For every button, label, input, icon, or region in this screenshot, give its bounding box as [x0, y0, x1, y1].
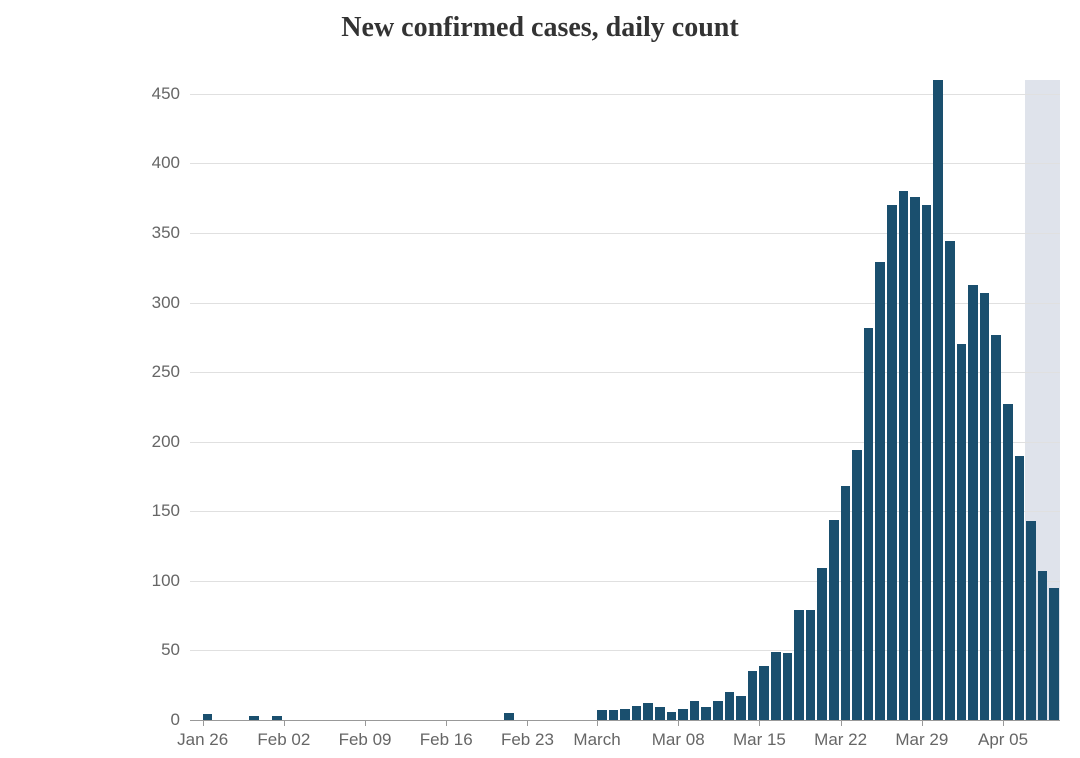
x-tick-label: Feb 09 [339, 730, 392, 750]
bar [933, 80, 943, 720]
bar [655, 707, 665, 720]
bar [632, 706, 642, 720]
bar [771, 652, 781, 720]
gridline [190, 720, 1060, 721]
x-tick-label: Mar 08 [652, 730, 705, 750]
y-tick-label: 450 [140, 84, 180, 104]
x-tick-mark [678, 720, 679, 726]
bar [1003, 404, 1013, 720]
y-tick-label: 0 [140, 710, 180, 730]
x-tick-mark [446, 720, 447, 726]
bar [609, 710, 619, 720]
x-tick-mark [841, 720, 842, 726]
bar [249, 716, 259, 720]
y-tick-label: 50 [140, 640, 180, 660]
x-tick-label: Feb 16 [420, 730, 473, 750]
bar [272, 716, 282, 720]
gridline [190, 163, 1060, 164]
x-tick-label: Mar 29 [895, 730, 948, 750]
bar [864, 328, 874, 720]
x-tick-label: Mar 22 [814, 730, 867, 750]
bar [1049, 588, 1059, 720]
bar [690, 701, 700, 720]
x-tick-label: Mar 15 [733, 730, 786, 750]
bar [899, 191, 909, 720]
bar [841, 486, 851, 720]
x-tick-mark [597, 720, 598, 726]
bar [991, 335, 1001, 720]
bar [1015, 456, 1025, 720]
bar [922, 205, 932, 720]
y-tick-label: 100 [140, 571, 180, 591]
bar [980, 293, 990, 720]
bar [643, 703, 653, 720]
bar [759, 666, 769, 720]
bar [968, 285, 978, 720]
bar [887, 205, 897, 720]
x-tick-label: Apr 05 [978, 730, 1028, 750]
bar [852, 450, 862, 720]
x-tick-mark [284, 720, 285, 726]
bar [794, 610, 804, 720]
bar [620, 709, 630, 720]
y-tick-label: 400 [140, 153, 180, 173]
bar [725, 692, 735, 720]
x-tick-mark [759, 720, 760, 726]
x-tick-mark [922, 720, 923, 726]
bar [1038, 571, 1048, 720]
x-tick-label: Jan 26 [177, 730, 228, 750]
bar [667, 712, 677, 720]
bar [736, 696, 746, 720]
bar [713, 701, 723, 720]
bar [504, 713, 514, 720]
x-tick-mark [1003, 720, 1004, 726]
bar [597, 710, 607, 720]
x-tick-label: Feb 23 [501, 730, 554, 750]
bar [829, 520, 839, 720]
y-tick-label: 300 [140, 293, 180, 313]
gridline [190, 94, 1060, 95]
y-tick-label: 200 [140, 432, 180, 452]
bar [203, 714, 213, 720]
x-tick-label: Feb 02 [257, 730, 310, 750]
bar [678, 709, 688, 720]
bar [957, 344, 967, 720]
y-tick-label: 250 [140, 362, 180, 382]
bar [945, 241, 955, 720]
x-tick-mark [527, 720, 528, 726]
bar [910, 197, 920, 720]
bar [817, 568, 827, 720]
y-tick-label: 150 [140, 501, 180, 521]
bar [875, 262, 885, 720]
y-tick-label: 350 [140, 223, 180, 243]
plot-area: 050100150200250300350400450Jan 26Feb 02F… [190, 80, 1060, 720]
bar [783, 653, 793, 720]
chart-container: New confirmed cases, daily count 0501001… [0, 0, 1080, 758]
bar [748, 671, 758, 720]
bar [1026, 521, 1036, 720]
x-tick-label: March [573, 730, 620, 750]
chart-title: New confirmed cases, daily count [0, 12, 1080, 44]
bar [701, 707, 711, 720]
x-tick-mark [203, 720, 204, 726]
x-tick-mark [365, 720, 366, 726]
bar [806, 610, 816, 720]
